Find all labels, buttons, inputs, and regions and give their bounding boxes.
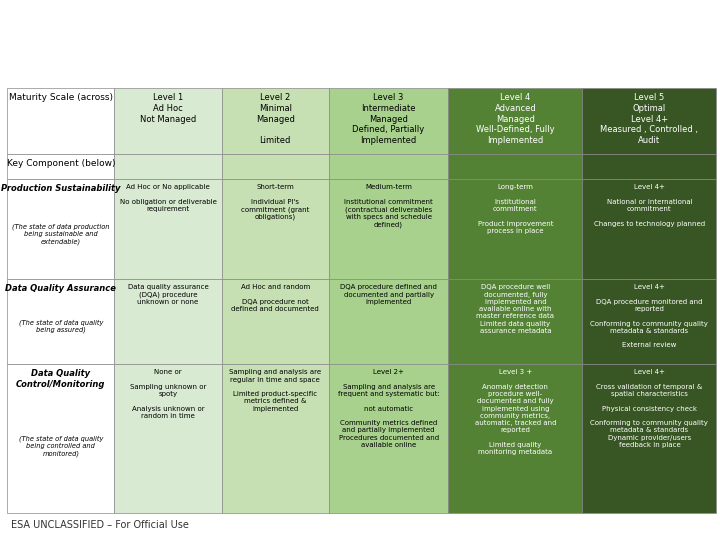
Text: Level 4+

National or international
commitment

Changes to technology planned: Level 4+ National or international commi…	[594, 185, 705, 227]
Text: Production Sustainability: Production Sustainability	[1, 185, 120, 193]
Text: Short-term

Individual PI's
commitment (grant
obligations): Short-term Individual PI's commitment (g…	[241, 185, 310, 220]
Text: Sampling and analysis are
regular in time and space

Limited product-specific
me: Sampling and analysis are regular in tim…	[229, 369, 321, 411]
Text: Ad Hoc and random

DQA procedure not
defined and documented: Ad Hoc and random DQA procedure not defi…	[231, 285, 319, 312]
Text: Level 2+

Sampling and analysis are
frequent and systematic but:

not automatic
: Level 2+ Sampling and analysis are frequ…	[338, 369, 439, 448]
Bar	[114, 88, 222, 154]
Bar	[449, 179, 582, 279]
Bar	[582, 179, 716, 279]
Bar	[582, 88, 716, 154]
Bar	[449, 279, 582, 364]
Bar	[7, 279, 114, 364]
Bar	[329, 179, 449, 279]
Bar	[114, 279, 222, 364]
Bar	[114, 364, 222, 513]
Text: Key Component (below): Key Component (below)	[6, 159, 115, 168]
Text: Level 3 +

Anomaly detection
procedure well-
documented and fully
implemented us: Level 3 + Anomaly detection procedure we…	[474, 369, 556, 455]
Text: None or

Sampling unknown or
spoty

Analysis unknown or
random in time: None or Sampling unknown or spoty Analys…	[130, 369, 206, 419]
Text: DQA procedure defined and
documented and partially
implemented: DQA procedure defined and documented and…	[340, 285, 437, 305]
Text: Maturity Scale (across): Maturity Scale (across)	[9, 93, 113, 102]
Text: Level 4+

Cross validation of temporal &
spatial characteristics

Physical consi: Level 4+ Cross validation of temporal & …	[590, 369, 708, 448]
Text: ESA UNCLASSIFIED – For Official Use: ESA UNCLASSIFIED – For Official Use	[11, 520, 189, 530]
Bar	[222, 279, 329, 364]
Bar	[449, 364, 582, 513]
Bar	[114, 154, 222, 179]
Bar	[222, 179, 329, 279]
Text: DMP Maturity Matrix Assessment: DMP Maturity Matrix Assessment	[18, 34, 462, 58]
Text: Data Quality Assurance: Data Quality Assurance	[5, 285, 116, 293]
Bar	[7, 88, 114, 154]
Text: (The state of data quality
being controlled and
monitored): (The state of data quality being control…	[19, 435, 103, 457]
Bar	[329, 88, 449, 154]
Text: Level 4
Advanced
Managed
Well-Defined, Fully
Implemented: Level 4 Advanced Managed Well-Defined, F…	[476, 93, 554, 145]
Text: DQA procedure well
documented, fully
implemented and
available online with
maste: DQA procedure well documented, fully imp…	[477, 285, 554, 334]
Bar	[7, 364, 114, 513]
Bar	[582, 154, 716, 179]
Text: Data quality assurance
(DQA) procedure
unknown or none: Data quality assurance (DQA) procedure u…	[127, 285, 208, 305]
Text: Long-term

Institutional
commitment

Product improvement
process in place: Long-term Institutional commitment Produ…	[477, 185, 553, 234]
Text: Medium-term

Institutional commitment
(contractual deliverables
with specs and s: Medium-term Institutional commitment (co…	[344, 185, 433, 228]
Text: Level 3
Intermediate
Managed
Defined, Partially
Implemented: Level 3 Intermediate Managed Defined, Pa…	[353, 93, 425, 145]
Bar	[114, 179, 222, 279]
Bar	[329, 154, 449, 179]
Bar	[7, 154, 114, 179]
Text: Level 4+

DQA procedure monitored and
reported

Conforming to community quality
: Level 4+ DQA procedure monitored and rep…	[590, 285, 708, 348]
Bar	[222, 88, 329, 154]
Text: (The state of data production
being sustainable and
extendable): (The state of data production being sust…	[12, 224, 109, 245]
Bar	[449, 154, 582, 179]
Text: Level 5
Optimal
Level 4+
Measured , Controlled ,
Audit: Level 5 Optimal Level 4+ Measured , Cont…	[600, 93, 698, 145]
Bar	[329, 364, 449, 513]
Bar	[7, 179, 114, 279]
Text: Level 2
Minimal
Managed

Limited: Level 2 Minimal Managed Limited	[256, 93, 294, 145]
Text: Level 1
Ad Hoc
Not Managed: Level 1 Ad Hoc Not Managed	[140, 93, 196, 124]
Bar	[222, 154, 329, 179]
Bar	[449, 88, 582, 154]
Bar	[582, 364, 716, 513]
Text: (The state of data quality
being assured): (The state of data quality being assured…	[19, 319, 103, 333]
Bar	[582, 279, 716, 364]
Bar	[222, 364, 329, 513]
Text: Ad Hoc or No applicable

No obligation or deliverable
requirement: Ad Hoc or No applicable No obligation or…	[120, 185, 217, 212]
Text: Data Quality
Control/Monitoring: Data Quality Control/Monitoring	[16, 369, 106, 389]
Bar	[329, 279, 449, 364]
